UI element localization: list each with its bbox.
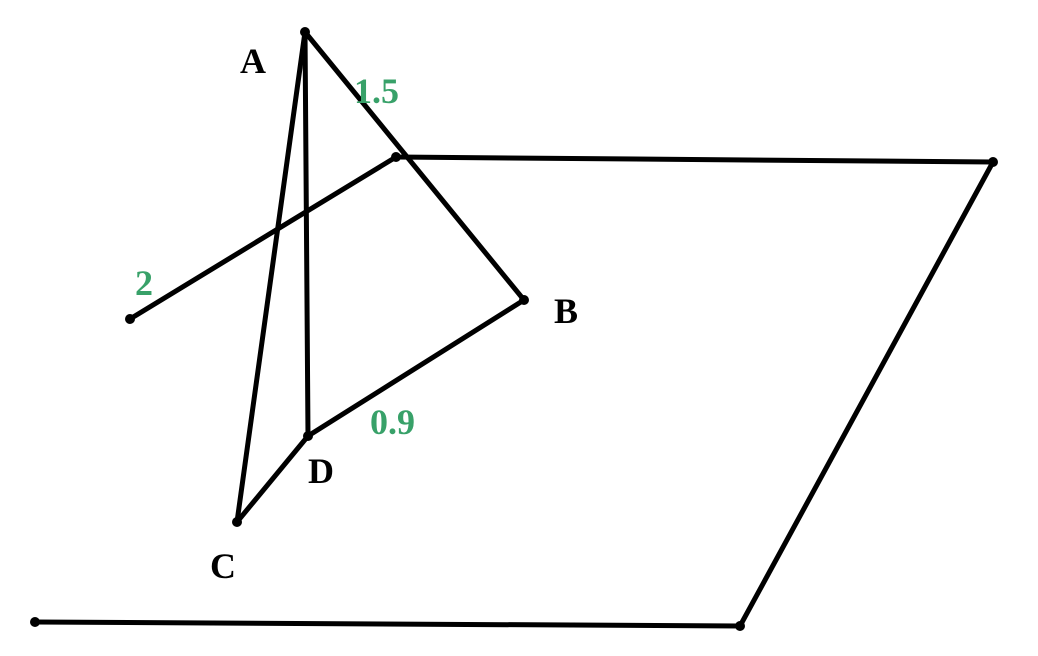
diagram-point bbox=[232, 517, 242, 527]
diagram-point bbox=[300, 27, 310, 37]
diagram-point bbox=[735, 621, 745, 631]
diagram-line bbox=[35, 622, 740, 626]
point-label-b: B bbox=[554, 290, 578, 332]
diagram-line bbox=[305, 32, 308, 436]
diagram-point bbox=[125, 314, 135, 324]
diagram-line bbox=[130, 157, 396, 319]
point-label-a: A bbox=[240, 40, 266, 82]
diagram-line bbox=[308, 300, 524, 436]
diagram-point bbox=[988, 157, 998, 167]
diagram-line bbox=[740, 162, 993, 626]
diagram-point bbox=[30, 617, 40, 627]
diagram-line bbox=[305, 32, 524, 300]
diagram-point bbox=[303, 431, 313, 441]
geometry-diagram bbox=[0, 0, 1038, 656]
diagram-point bbox=[391, 152, 401, 162]
edge-measure-1: 2 bbox=[135, 262, 153, 304]
edge-measure-2: 0.9 bbox=[370, 401, 415, 443]
diagram-point bbox=[519, 295, 529, 305]
point-label-c: C bbox=[210, 545, 236, 587]
point-label-d: D bbox=[308, 450, 334, 492]
edge-measure-0: 1.5 bbox=[354, 70, 399, 112]
diagram-line bbox=[396, 157, 993, 162]
